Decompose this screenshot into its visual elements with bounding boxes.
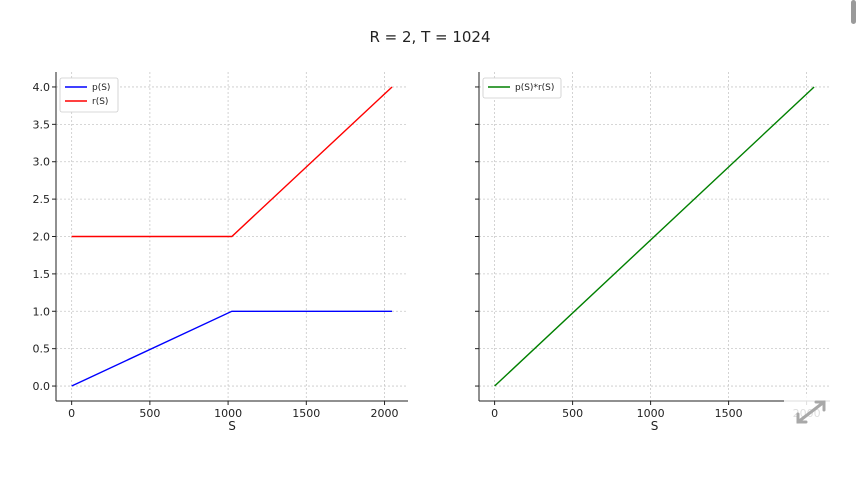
x-tick-label: 2000	[371, 407, 399, 420]
x-tick-label: 0	[491, 407, 498, 420]
y-tick-label: 3.5	[33, 118, 51, 131]
series-line-p-s-	[71, 310, 393, 387]
x-tick-label: 1500	[715, 407, 743, 420]
legend-box	[482, 77, 562, 99]
right-panel: 0500100015002000Sp(S)*r(S)	[475, 72, 830, 433]
y-tick-label: 1.5	[33, 268, 51, 281]
x-axis-label: S	[651, 419, 659, 433]
figure-title: R = 2, T = 1024	[369, 28, 490, 46]
series-line-p-s-r-s-	[494, 86, 815, 387]
y-tick-label: 0.0	[33, 380, 51, 393]
legend-label: p(S)*r(S)	[515, 83, 554, 93]
x-tick-label: 500	[562, 407, 583, 420]
x-tick-label: 0	[68, 407, 75, 420]
y-tick-label: 2.0	[33, 231, 51, 244]
scrollbar-thumb[interactable]	[851, 0, 856, 24]
legend-label: p(S)	[92, 83, 110, 93]
y-tick-label: 2.5	[33, 193, 51, 206]
y-tick-label: 3.0	[33, 156, 51, 169]
expand-arrows-icon	[796, 400, 826, 424]
x-axis-label: S	[228, 419, 236, 433]
y-tick-label: 1.0	[33, 305, 51, 318]
x-tick-label: 1000	[637, 407, 665, 420]
legend-label: r(S)	[92, 97, 108, 107]
x-tick-label: 1500	[292, 407, 320, 420]
expand-button[interactable]	[784, 396, 832, 430]
x-tick-label: 1000	[214, 407, 242, 420]
series-line-r-s-	[71, 86, 393, 238]
left-panel: 0 500 1000 1500 2000 0.0 0.5 1.0 1.5 2.0 2.5 3.0 3.5…	[33, 72, 408, 433]
y-tick-label: 4.0	[33, 81, 51, 94]
y-tick-label: 0.5	[33, 343, 51, 356]
x-tick-label: 500	[139, 407, 160, 420]
